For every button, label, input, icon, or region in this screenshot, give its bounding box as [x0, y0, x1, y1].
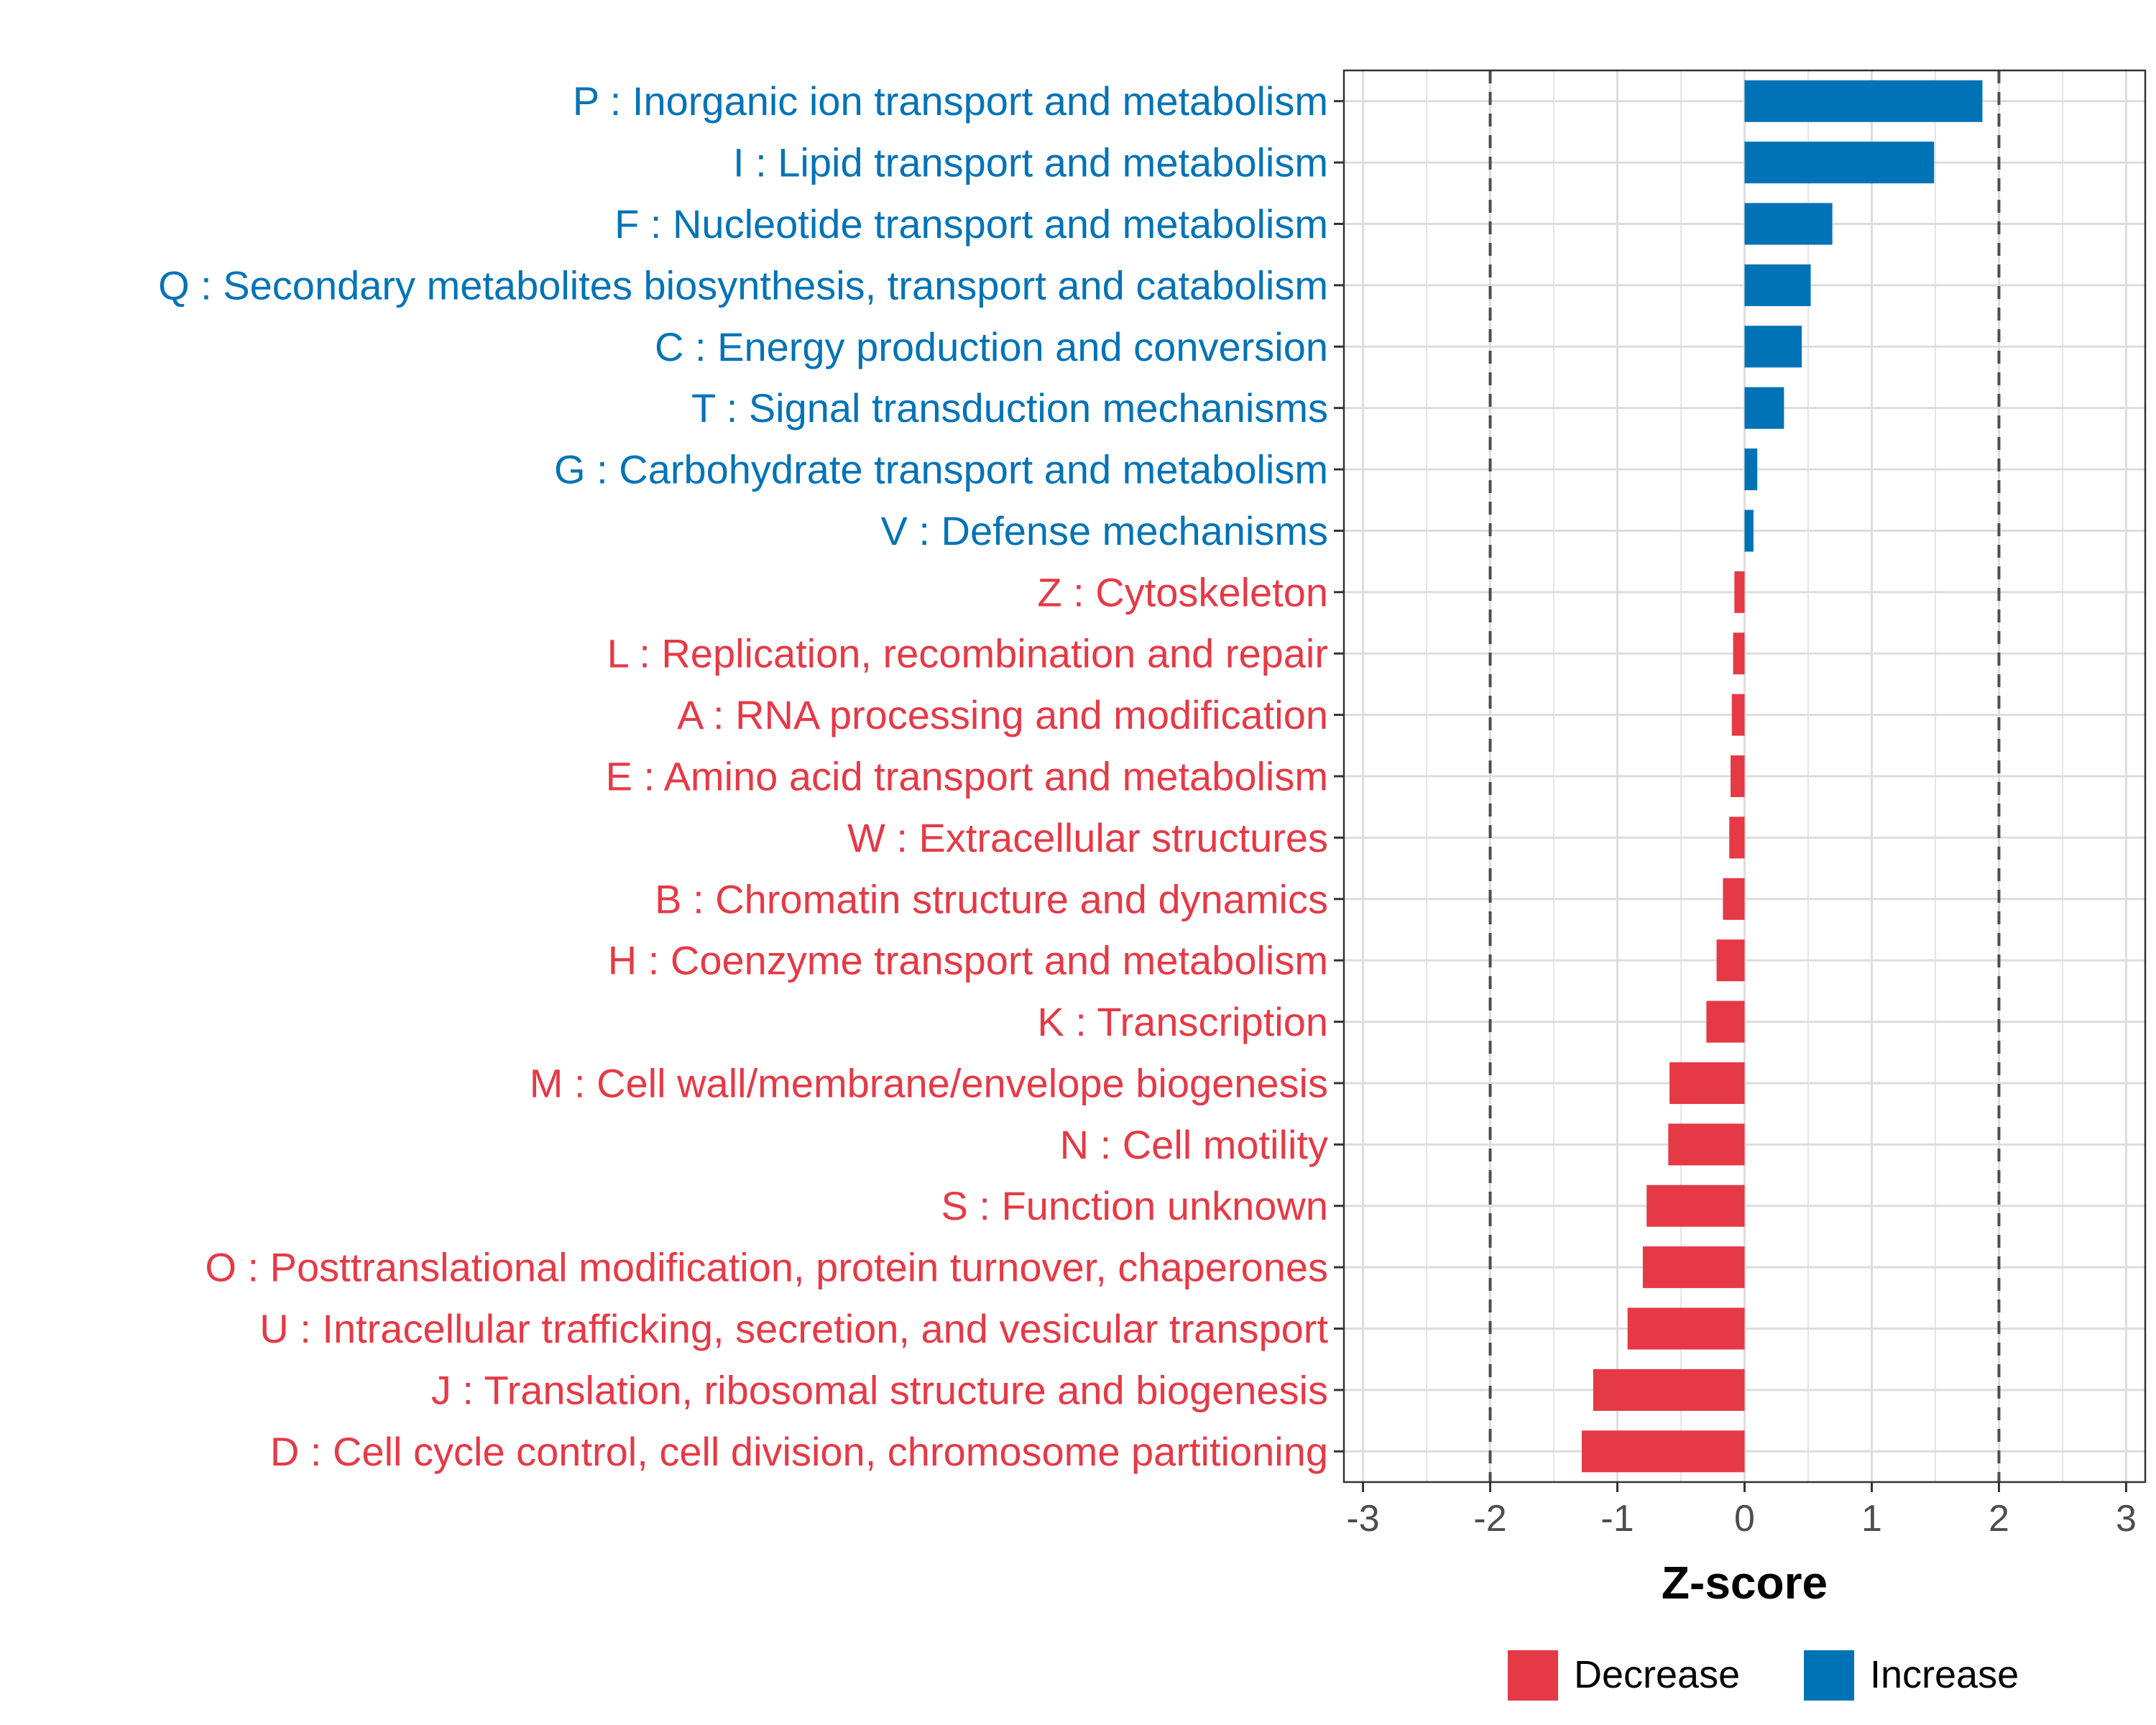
category-label: H : Coenzyme transport and metabolism	[608, 938, 1328, 983]
bar	[1744, 387, 1784, 429]
reference-lines	[1488, 70, 2001, 1482]
x-tick-label: 1	[1861, 1498, 1882, 1540]
category-label: M : Cell wall/membrane/envelope biogenes…	[530, 1060, 1328, 1105]
category-label: Z : Cytoskeleton	[1037, 569, 1328, 615]
bar	[1744, 264, 1811, 306]
legend-swatch	[1804, 1650, 1854, 1701]
category-label: I : Lipid transport and metabolism	[733, 140, 1328, 185]
legend-label: Decrease	[1574, 1653, 1740, 1696]
x-tick-label: 3	[2116, 1498, 2137, 1540]
bar	[1733, 632, 1745, 675]
x-tick-label: -2	[1473, 1498, 1506, 1540]
bar	[1744, 142, 1935, 184]
bars	[1581, 80, 1983, 1473]
y-axis: P : Inorganic ion transport and metaboli…	[158, 78, 1344, 1474]
legend: Decrease Increase	[1508, 1650, 2019, 1701]
category-label: C : Energy production and conversion	[655, 324, 1328, 369]
category-label: B : Chromatin structure and dynamics	[655, 876, 1328, 921]
x-tick-label: 2	[1989, 1498, 2009, 1540]
category-label: W : Extracellular structures	[847, 815, 1328, 860]
category-label: U : Intracellular trafficking, secretion…	[259, 1306, 1328, 1351]
bar	[1744, 510, 1754, 552]
category-label: E : Amino acid transport and metabolism	[606, 754, 1328, 799]
category-label: P : Inorganic ion transport and metaboli…	[573, 78, 1328, 124]
bar	[1642, 1246, 1745, 1289]
bar	[1723, 878, 1745, 920]
bar	[1744, 326, 1802, 368]
bar	[1593, 1368, 1745, 1411]
bar	[1669, 1062, 1745, 1104]
bar	[1731, 755, 1745, 798]
category-label: V : Defense mechanisms	[881, 508, 1328, 553]
x-tick-label: -3	[1346, 1498, 1379, 1540]
category-label: F : Nucleotide transport and metabolism	[614, 201, 1328, 247]
bar	[1744, 448, 1758, 491]
bar	[1734, 571, 1745, 613]
category-label: K : Transcription	[1037, 999, 1328, 1044]
bar	[1706, 1000, 1745, 1043]
category-label: T : Signal transduction mechanisms	[691, 385, 1328, 431]
category-label: L : Replication, recombination and repai…	[607, 631, 1328, 676]
bar	[1646, 1184, 1745, 1227]
category-label: S : Function unknown	[941, 1183, 1328, 1228]
x-tick-label: 0	[1734, 1498, 1755, 1540]
category-label: J : Translation, ribosomal structure and…	[431, 1367, 1328, 1412]
category-label: G : Carbohydrate transport and metabolis…	[554, 447, 1328, 492]
category-label: N : Cell motility	[1060, 1122, 1328, 1167]
bar	[1581, 1430, 1745, 1473]
bar	[1716, 939, 1745, 982]
legend-label: Increase	[1870, 1653, 2019, 1696]
bar	[1729, 816, 1745, 859]
category-label: A : RNA processing and modification	[677, 692, 1328, 737]
category-label: D : Cell cycle control, cell division, c…	[270, 1429, 1328, 1474]
x-axis: -3 -2 -1 0 1 2 3	[1346, 1482, 2137, 1540]
x-axis-title: Z-score	[1662, 1557, 1828, 1609]
bar	[1668, 1123, 1745, 1166]
x-tick-label: -1	[1600, 1498, 1634, 1540]
bar	[1627, 1307, 1745, 1350]
bar	[1731, 694, 1745, 736]
legend-swatch	[1508, 1650, 1558, 1701]
bar	[1744, 203, 1833, 245]
bar	[1744, 80, 1983, 122]
category-label: O : Posttranslational modification, prot…	[205, 1245, 1328, 1290]
category-label: Q : Secondary metabolites biosynthesis, …	[158, 262, 1328, 308]
